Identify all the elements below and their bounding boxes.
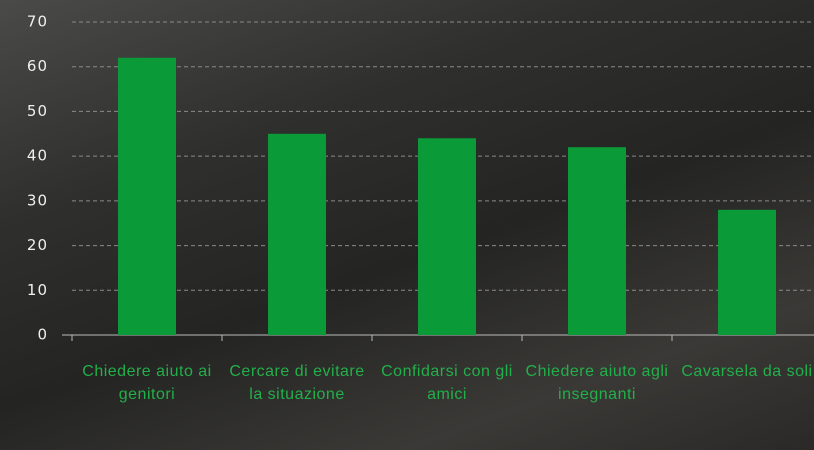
bar <box>118 57 176 336</box>
y-tick-label: 50 <box>27 102 48 120</box>
y-tick-label: 60 <box>27 57 48 75</box>
y-tick-label: 0 <box>37 326 48 344</box>
x-tick-label: Chiedere aiuto agli insegnanti <box>525 363 669 403</box>
x-tick-label: Cavarsela da soli <box>681 363 813 380</box>
bar <box>718 209 776 335</box>
x-tick-label: Confidarsi con gli amici <box>381 363 513 403</box>
bar <box>418 138 476 335</box>
y-tick-label: 40 <box>27 147 48 165</box>
y-tick-label: 20 <box>27 236 48 254</box>
y-tick-label: 70 <box>27 13 48 31</box>
x-tick-label: Cercare di evitare la situazione <box>229 363 365 403</box>
y-tick-label: 10 <box>27 281 48 299</box>
y-tick-label: 30 <box>27 191 48 209</box>
bar <box>568 147 626 335</box>
x-tick-label: Chiedere aiuto ai genitori <box>82 363 212 403</box>
bar <box>268 133 326 335</box>
